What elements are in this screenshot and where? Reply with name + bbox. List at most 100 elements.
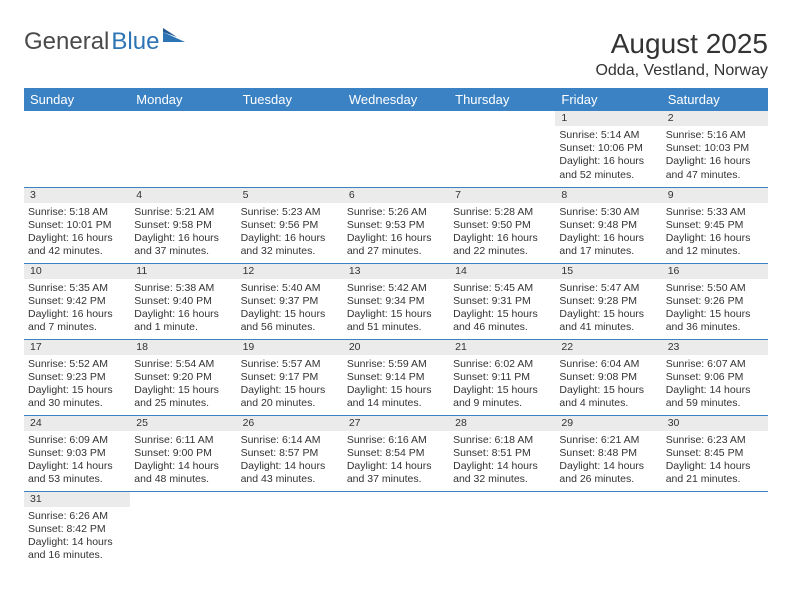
daylight: Daylight: 15 hours and 30 minutes. [28, 384, 126, 410]
day-number: 5 [237, 188, 343, 203]
sunrise: Sunrise: 6:11 AM [134, 434, 232, 447]
sunrise: Sunrise: 5:54 AM [134, 358, 232, 371]
day-number: 10 [24, 264, 130, 279]
daylight: Daylight: 15 hours and 25 minutes. [134, 384, 232, 410]
day-info: Sunrise: 5:35 AMSunset: 9:42 PMDaylight:… [28, 281, 126, 335]
daylight: Daylight: 16 hours and 32 minutes. [241, 232, 339, 258]
calendar-cell: 31 Sunrise: 6:26 AMSunset: 8:42 PMDayligh… [24, 491, 130, 567]
sunset: Sunset: 9:40 PM [134, 295, 232, 308]
day-info: Sunrise: 6:26 AMSunset: 8:42 PMDaylight:… [28, 509, 126, 563]
calendar-cell: 15Sunrise: 5:47 AMSunset: 9:28 PMDayligh… [555, 263, 661, 339]
day-info: Sunrise: 6:16 AMSunset: 8:54 PMDaylight:… [347, 433, 445, 487]
calendar-cell: 9 Sunrise: 5:33 AMSunset: 9:45 PMDaylight… [662, 187, 768, 263]
calendar-row: 10 Sunrise: 5:35 AMSunset: 9:42 PMDayligh… [24, 263, 768, 339]
day-number: 6 [343, 188, 449, 203]
sunrise: Sunrise: 5:28 AM [453, 206, 551, 219]
calendar-row: 17Sunrise: 5:52 AMSunset: 9:23 PMDayligh… [24, 339, 768, 415]
sunrise: Sunrise: 6:18 AM [453, 434, 551, 447]
day-number: 26 [237, 416, 343, 431]
calendar-cell: 4Sunrise: 5:21 AMSunset: 9:58 PMDaylight… [130, 187, 236, 263]
title-block: August 2025 Odda, Vestland, Norway [595, 28, 768, 80]
day-info: Sunrise: 5:47 AMSunset: 9:28 PMDaylight:… [559, 281, 657, 335]
daylight: Daylight: 15 hours and 56 minutes. [241, 308, 339, 334]
daylight: Daylight: 14 hours and 37 minutes. [347, 460, 445, 486]
daylight: Daylight: 14 hours and 48 minutes. [134, 460, 232, 486]
day-info: Sunrise: 6:21 AMSunset: 8:48 PMDaylight:… [559, 433, 657, 487]
day-number [449, 111, 555, 113]
col-tuesday: Tuesday [237, 88, 343, 111]
location: Odda, Vestland, Norway [595, 62, 768, 80]
daylight: Daylight: 16 hours and 27 minutes. [347, 232, 445, 258]
day-info: Sunrise: 5:59 AMSunset: 9:14 PMDaylight:… [347, 357, 445, 411]
calendar-cell: 14Sunrise: 5:45 AMSunset: 9:31 PMDayligh… [449, 263, 555, 339]
sunrise: Sunrise: 5:42 AM [347, 282, 445, 295]
day-number [130, 492, 236, 494]
sunrise: Sunrise: 5:52 AM [28, 358, 126, 371]
sunset: Sunset: 8:54 PM [347, 447, 445, 460]
daylight: Daylight: 14 hours and 26 minutes. [559, 460, 657, 486]
day-number: 27 [343, 416, 449, 431]
daylight: Daylight: 16 hours and 47 minutes. [666, 155, 764, 181]
sunset: Sunset: 9:26 PM [666, 295, 764, 308]
calendar-cell [237, 491, 343, 567]
sunset: Sunset: 10:06 PM [559, 142, 657, 155]
calendar-cell: 12Sunrise: 5:40 AMSunset: 9:37 PMDayligh… [237, 263, 343, 339]
sunrise: Sunrise: 6:21 AM [559, 434, 657, 447]
sunrise: Sunrise: 5:33 AM [666, 206, 764, 219]
calendar-cell [555, 491, 661, 567]
daylight: Daylight: 16 hours and 42 minutes. [28, 232, 126, 258]
daylight: Daylight: 16 hours and 1 minute. [134, 308, 232, 334]
col-friday: Friday [555, 88, 661, 111]
logo-text-1: General [24, 28, 109, 56]
sunset: Sunset: 9:42 PM [28, 295, 126, 308]
sunset: Sunset: 9:23 PM [28, 371, 126, 384]
day-info: Sunrise: 5:33 AMSunset: 9:45 PMDaylight:… [666, 205, 764, 259]
daylight: Daylight: 16 hours and 12 minutes. [666, 232, 764, 258]
day-info: Sunrise: 5:54 AMSunset: 9:20 PMDaylight:… [134, 357, 232, 411]
sunset: Sunset: 8:51 PM [453, 447, 551, 460]
calendar-cell: 2Sunrise: 5:16 AMSunset: 10:03 PMDayligh… [662, 111, 768, 187]
daylight: Daylight: 15 hours and 41 minutes. [559, 308, 657, 334]
daylight: Daylight: 14 hours and 59 minutes. [666, 384, 764, 410]
logo-text-2: Blue [111, 28, 159, 56]
day-number: 22 [555, 340, 661, 355]
calendar-cell: 24Sunrise: 6:09 AMSunset: 9:03 PMDayligh… [24, 415, 130, 491]
day-number: 24 [24, 416, 130, 431]
col-sunday: Sunday [24, 88, 130, 111]
sunset: Sunset: 9:00 PM [134, 447, 232, 460]
sunrise: Sunrise: 6:07 AM [666, 358, 764, 371]
calendar-cell: 27 Sunrise: 6:16 AMSunset: 8:54 PMDayligh… [343, 415, 449, 491]
day-number [449, 492, 555, 494]
day-info: Sunrise: 5:42 AMSunset: 9:34 PMDaylight:… [347, 281, 445, 335]
col-monday: Monday [130, 88, 236, 111]
sunrise: Sunrise: 6:23 AM [666, 434, 764, 447]
sunset: Sunset: 9:34 PM [347, 295, 445, 308]
day-number: 13 [343, 264, 449, 279]
calendar-cell: 13 Sunrise: 5:42 AMSunset: 9:34 PMDayligh… [343, 263, 449, 339]
day-number: 31 [24, 492, 130, 507]
sunset: Sunset: 9:20 PM [134, 371, 232, 384]
day-number: 16 [662, 264, 768, 279]
daylight: Daylight: 15 hours and 20 minutes. [241, 384, 339, 410]
sunset: Sunset: 9:03 PM [28, 447, 126, 460]
daylight: Daylight: 16 hours and 7 minutes. [28, 308, 126, 334]
logo: GeneralBlue [24, 28, 185, 56]
day-number [24, 111, 130, 113]
daylight: Daylight: 15 hours and 51 minutes. [347, 308, 445, 334]
calendar-cell [449, 491, 555, 567]
calendar-cell [130, 491, 236, 567]
calendar-row: 3Sunrise: 5:18 AMSunset: 10:01 PMDayligh… [24, 187, 768, 263]
day-info: Sunrise: 6:18 AMSunset: 8:51 PMDaylight:… [453, 433, 551, 487]
calendar-cell: 8Sunrise: 5:30 AMSunset: 9:48 PMDaylight… [555, 187, 661, 263]
sunrise: Sunrise: 5:57 AM [241, 358, 339, 371]
sunset: Sunset: 8:45 PM [666, 447, 764, 460]
calendar-cell [662, 491, 768, 567]
sunset: Sunset: 9:45 PM [666, 219, 764, 232]
calendar-cell: 22Sunrise: 6:04 AMSunset: 9:08 PMDayligh… [555, 339, 661, 415]
day-info: Sunrise: 6:11 AMSunset: 9:00 PMDaylight:… [134, 433, 232, 487]
calendar-cell: 29Sunrise: 6:21 AMSunset: 8:48 PMDayligh… [555, 415, 661, 491]
calendar-cell [237, 111, 343, 187]
calendar-cell: 26Sunrise: 6:14 AMSunset: 8:57 PMDayligh… [237, 415, 343, 491]
day-number: 9 [662, 188, 768, 203]
calendar-cell: 16Sunrise: 5:50 AMSunset: 9:26 PMDayligh… [662, 263, 768, 339]
